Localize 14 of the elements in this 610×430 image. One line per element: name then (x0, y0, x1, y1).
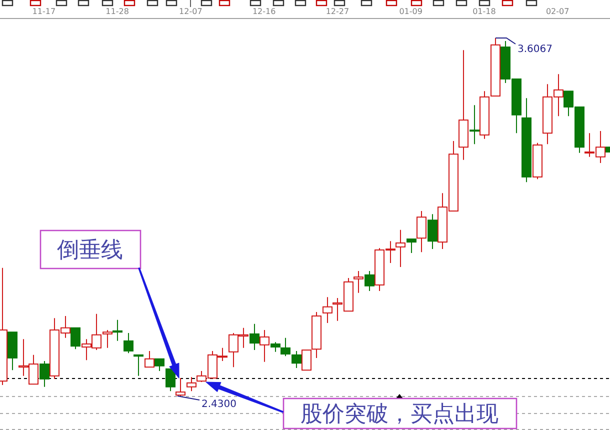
x-tick-label: 02-07 (546, 7, 570, 16)
x-tick-label: 11-28 (106, 7, 129, 16)
price-label: 3.6067 (495, 38, 552, 55)
note: 倒垂线 (40, 230, 142, 270)
note: 股价突破，买点出现 (282, 398, 518, 430)
x-tick-label: 12-27 (326, 7, 350, 16)
x-tick-label: 12-16 (252, 7, 276, 16)
annotation: 3.6067 (518, 44, 552, 56)
x-tick-label: 12-07 (179, 7, 202, 16)
x-tick-label: 01-09 (399, 7, 422, 16)
annotation: 倒垂线 (57, 238, 123, 263)
x-tick-label: 11-17 (32, 7, 56, 16)
price-label: 2.4300 (177, 396, 236, 410)
x-tick-label: 01-18 (472, 7, 496, 16)
